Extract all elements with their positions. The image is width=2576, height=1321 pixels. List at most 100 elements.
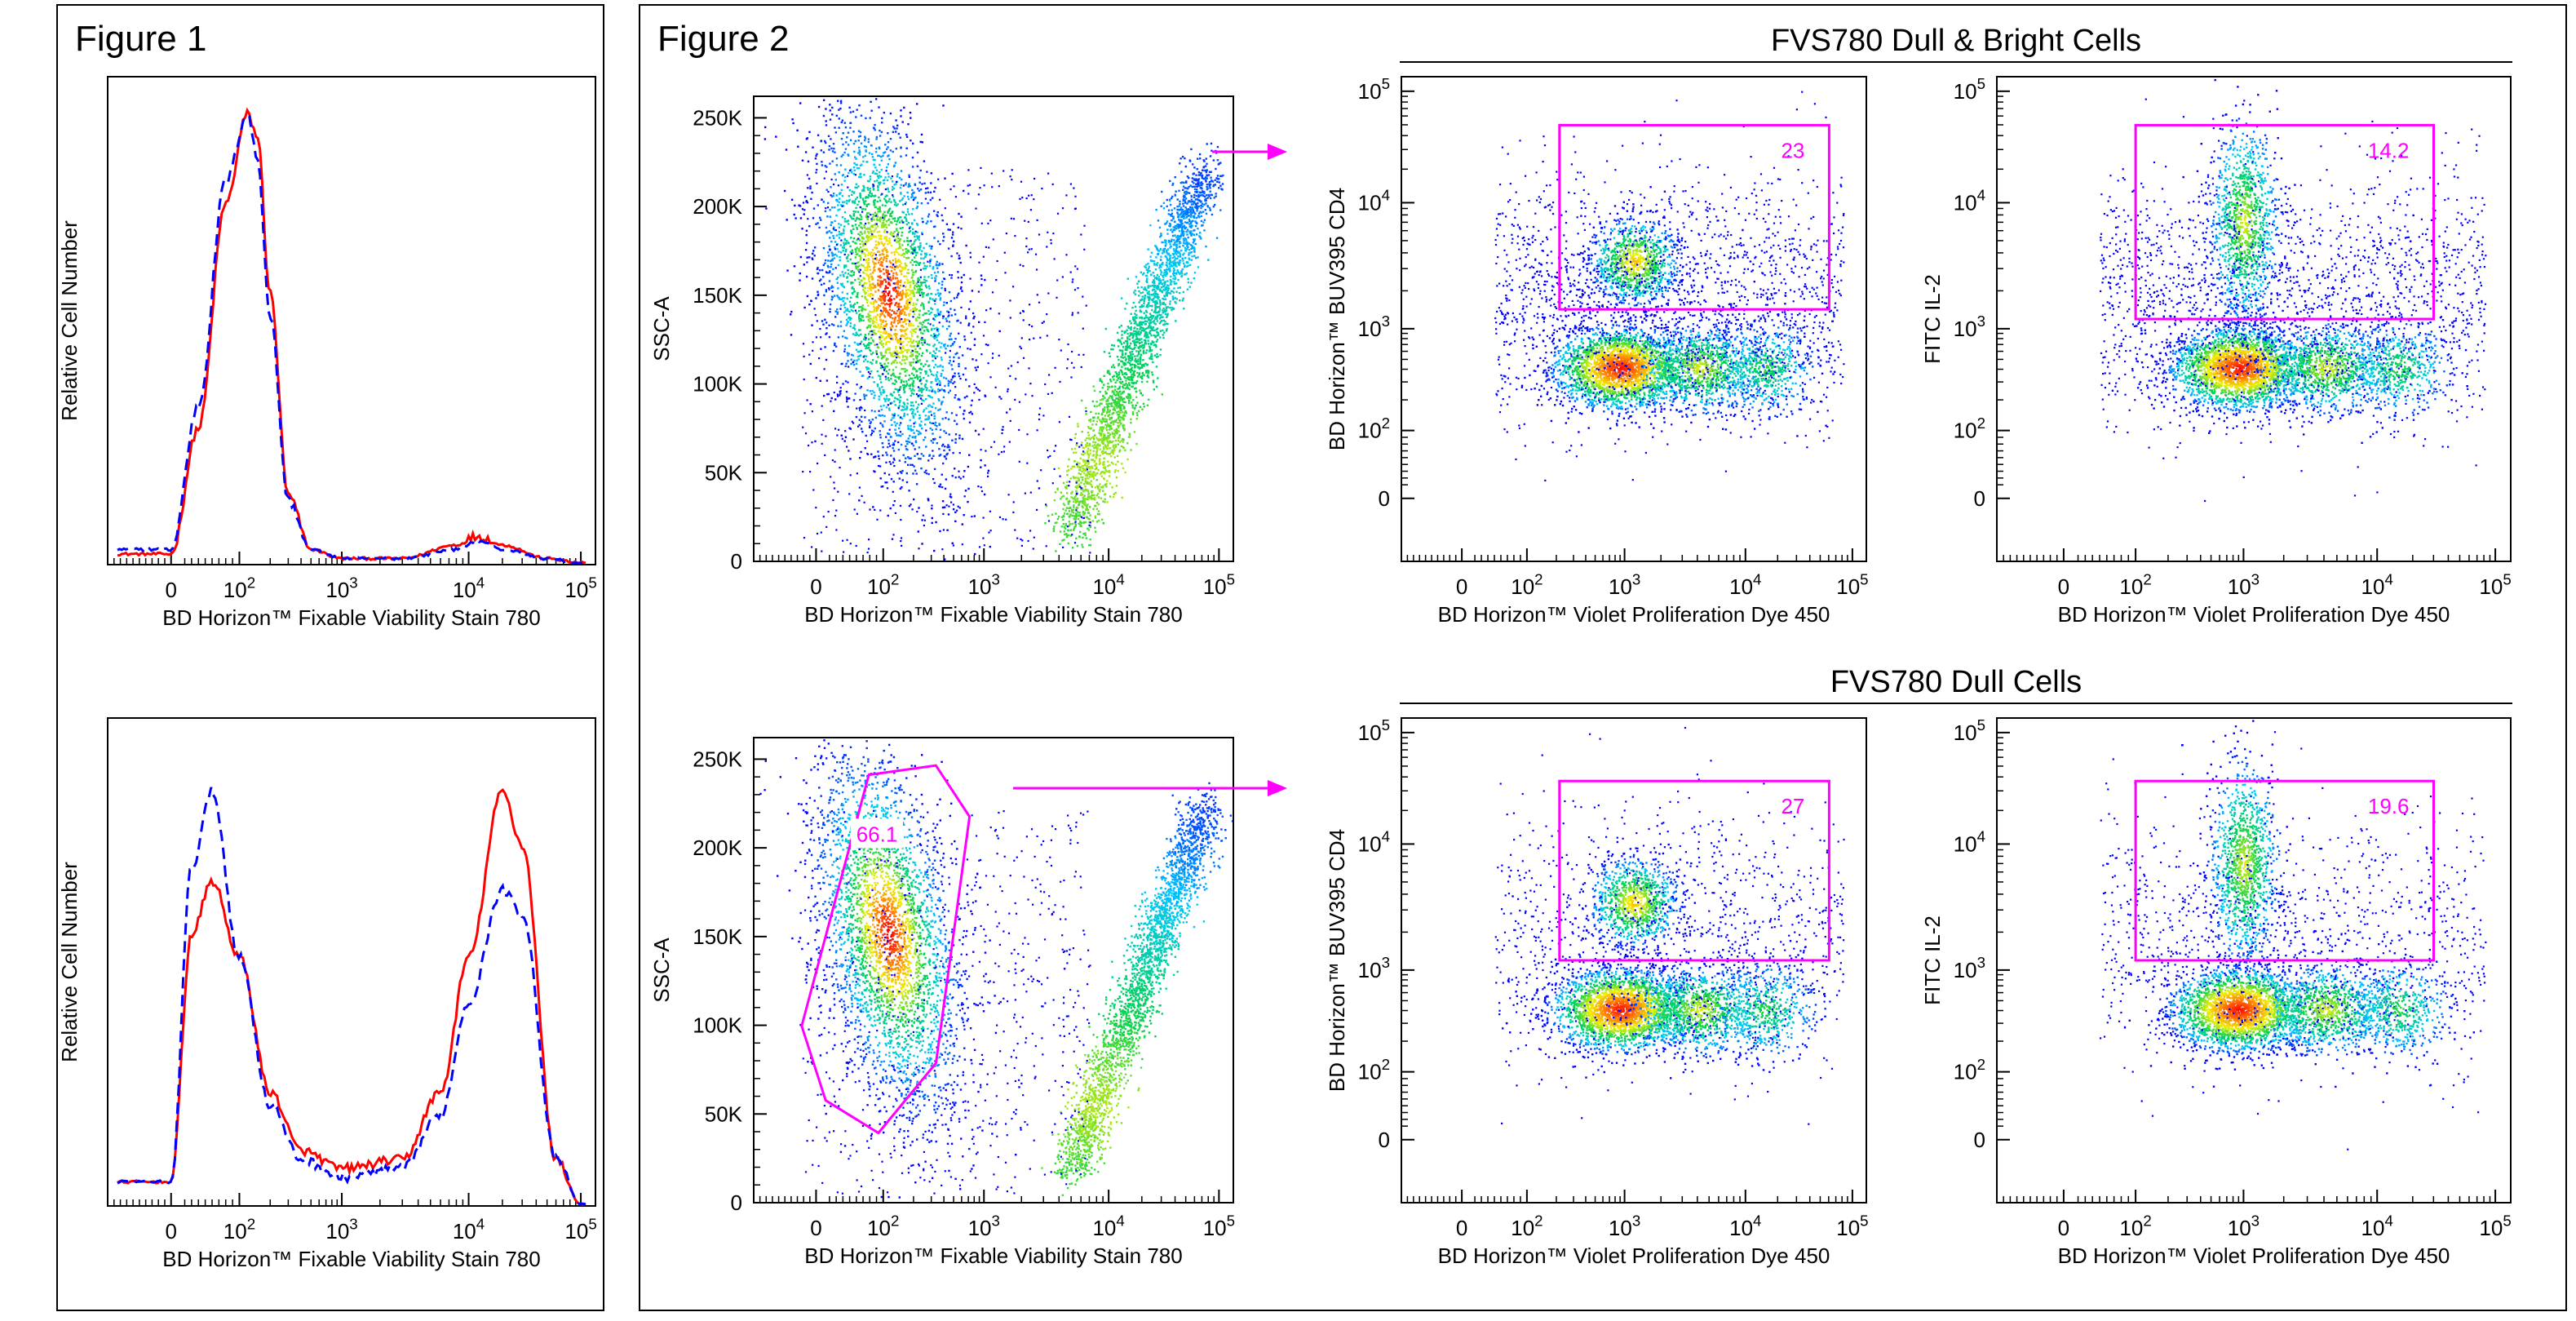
scatter-dot (816, 163, 817, 165)
scatter-dot (861, 431, 863, 432)
scatter-dot (881, 409, 883, 410)
scatter-dot (886, 323, 887, 325)
scatter-dot (856, 292, 858, 294)
scatter-dot (904, 359, 905, 361)
scatter-dot (901, 351, 902, 352)
scatter-dot (873, 317, 874, 318)
scatter-dot (861, 115, 862, 117)
scatter-dot (886, 366, 887, 367)
scatter-dot (938, 295, 940, 296)
scatter-dot (834, 241, 836, 242)
scatter-dot (810, 363, 812, 365)
scatter-dot (942, 326, 944, 327)
scatter-dot (849, 122, 851, 124)
scatter-dot (889, 240, 891, 242)
scatter-dot (858, 176, 860, 178)
scatter-dot (938, 282, 940, 284)
scatter-dot (825, 321, 827, 323)
scatter-dot (912, 208, 914, 210)
scatter-dot (900, 187, 901, 188)
scatter-dot (929, 352, 931, 354)
scatter-dot (877, 314, 879, 316)
scatter-dot (842, 144, 843, 145)
scatter-dot (932, 345, 934, 347)
scatter-dot (862, 289, 864, 290)
scatter-dot (840, 244, 842, 246)
scatter-dot (934, 415, 936, 417)
scatter-dot (931, 381, 932, 383)
scatter-dot (932, 455, 934, 457)
scatter-dot (868, 141, 870, 143)
scatter-dot (927, 322, 929, 324)
scatter-dot (889, 260, 891, 262)
scatter-dot (891, 424, 892, 426)
scatter-dot (914, 455, 915, 457)
scatter-dot (972, 413, 973, 414)
plots-layer: 0 102 103 104 105BD Horizon™ Fixable Viabili… (57, 75, 2512, 1271)
scatter-dot (924, 339, 926, 341)
scatter-dot (843, 230, 844, 232)
scatter-dot (941, 343, 942, 344)
scatter-dot (887, 200, 889, 202)
scatter-dot (895, 333, 896, 335)
scatter-dot (863, 265, 865, 267)
scatter-dot (938, 400, 940, 401)
scatter-dot (854, 342, 856, 344)
scatter-dot (871, 430, 873, 432)
scatter-dot (825, 211, 826, 212)
scatter-dot (884, 299, 886, 300)
scatter-dot (888, 242, 890, 243)
scatter-dot (900, 115, 901, 117)
scatter-dot (952, 475, 954, 477)
scatter-dot (852, 131, 854, 132)
scatter-dot (814, 246, 816, 248)
scatter-dot (807, 257, 808, 259)
scatter-dot (826, 379, 828, 381)
scatter-dot (882, 426, 883, 428)
scatter-dot (933, 237, 935, 238)
scatter-dot (937, 211, 939, 213)
scatter-dot (892, 131, 894, 133)
scatter-dot (939, 454, 941, 456)
scatter-dot (941, 357, 942, 358)
scatter-dot (806, 242, 808, 244)
scatter-dot (851, 359, 852, 361)
scatter-dot (823, 264, 825, 266)
scatter-dot (875, 138, 877, 140)
scatter-dot (914, 239, 916, 241)
scatter-dot (873, 127, 874, 129)
scatter-dot (927, 192, 929, 193)
scatter-dot (883, 245, 884, 246)
figure1-title: Figure 1 (75, 19, 206, 59)
scatter-dot (842, 335, 843, 337)
scatter-dot (916, 430, 918, 432)
scatter-dot (837, 282, 839, 284)
scatter-dot (894, 421, 896, 423)
scatter-dot (840, 321, 842, 322)
scatter-dot (912, 414, 914, 416)
scatter-dot (880, 352, 882, 354)
scatter-dot (879, 465, 881, 467)
scatter-dot (856, 416, 857, 418)
scatter-dot (812, 217, 814, 219)
scatter-dot (949, 335, 951, 336)
scatter-dot (925, 414, 927, 416)
scatter-dot (872, 249, 874, 250)
scatter-dot (912, 436, 914, 437)
scatter-dot (908, 175, 910, 176)
scatter-dot (830, 221, 832, 223)
scatter-dot (865, 308, 866, 310)
scatter-dot (901, 244, 903, 246)
scatter-dot (881, 131, 883, 133)
scatter-dot (872, 272, 874, 273)
scatter-dot (896, 313, 897, 314)
scatter-dot (858, 104, 860, 106)
scatter-dot (879, 237, 880, 239)
scatter-dot (957, 320, 958, 321)
scatter-dot (878, 262, 879, 264)
scatter-dot (928, 389, 930, 391)
scatter-dot (853, 192, 855, 193)
scatter-dot (879, 389, 880, 391)
scatter-dot (893, 450, 895, 451)
scatter-dot (919, 310, 921, 312)
